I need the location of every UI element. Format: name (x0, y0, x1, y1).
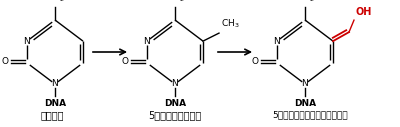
Text: O: O (251, 57, 258, 66)
Text: NH$_2$: NH$_2$ (166, 0, 184, 4)
Text: N: N (52, 80, 58, 89)
Text: DNA: DNA (44, 99, 66, 108)
Text: NH$_2$: NH$_2$ (46, 0, 64, 4)
Text: NH$_2$: NH$_2$ (296, 0, 314, 4)
Text: 5－ヒドロキシメチルシトシン: 5－ヒドロキシメチルシトシン (272, 110, 348, 119)
Text: CH$_3$: CH$_3$ (221, 18, 240, 30)
Text: N: N (274, 37, 280, 46)
Text: N: N (144, 37, 150, 46)
Text: DNA: DNA (294, 99, 316, 108)
Text: 5－メチルシトシン: 5－メチルシトシン (148, 110, 202, 120)
Text: N: N (302, 80, 308, 89)
Text: OH: OH (355, 7, 371, 17)
Text: DNA: DNA (164, 99, 186, 108)
Text: N: N (172, 80, 178, 89)
Text: O: O (1, 57, 8, 66)
Text: O: O (121, 57, 128, 66)
Text: N: N (24, 37, 30, 46)
Text: シトシン: シトシン (40, 110, 64, 120)
